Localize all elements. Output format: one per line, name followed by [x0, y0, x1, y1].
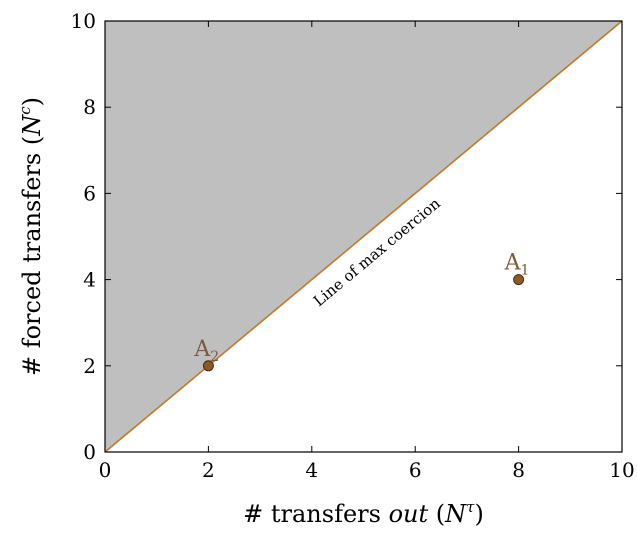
y-tick-label: 6 — [83, 181, 96, 205]
plot-frame — [104, 20, 623, 453]
x-axis-title: # transfers out (Nτ) — [243, 498, 484, 528]
line-of-max-coercion — [104, 20, 623, 453]
y-tick-label: 0 — [83, 440, 96, 464]
x-tick-label: 8 — [512, 458, 525, 482]
data-points: A1 A2 — [193, 251, 530, 372]
y-tick-label: 8 — [83, 95, 96, 119]
data-point-A1 — [513, 274, 525, 286]
y-axis-ticks: 0 2 4 6 8 10 — [71, 9, 622, 464]
y-tick-label: 2 — [83, 354, 96, 378]
data-point-A2 — [202, 360, 214, 372]
x-axis-ticks: 0 2 4 6 8 10 — [99, 21, 635, 482]
x-tick-label: 6 — [409, 458, 422, 482]
y-tick-label: 10 — [71, 9, 96, 33]
y-tick-label: 4 — [83, 268, 96, 292]
point-label-A1: A1 — [504, 251, 530, 279]
x-tick-label: 4 — [305, 458, 318, 482]
y-axis-title: # forced transfers (Nc) — [16, 97, 46, 376]
x-tick-label: 2 — [202, 458, 215, 482]
x-tick-label: 10 — [609, 458, 634, 482]
point-label-A2: A2 — [193, 337, 219, 365]
x-tick-label: 0 — [99, 458, 112, 482]
